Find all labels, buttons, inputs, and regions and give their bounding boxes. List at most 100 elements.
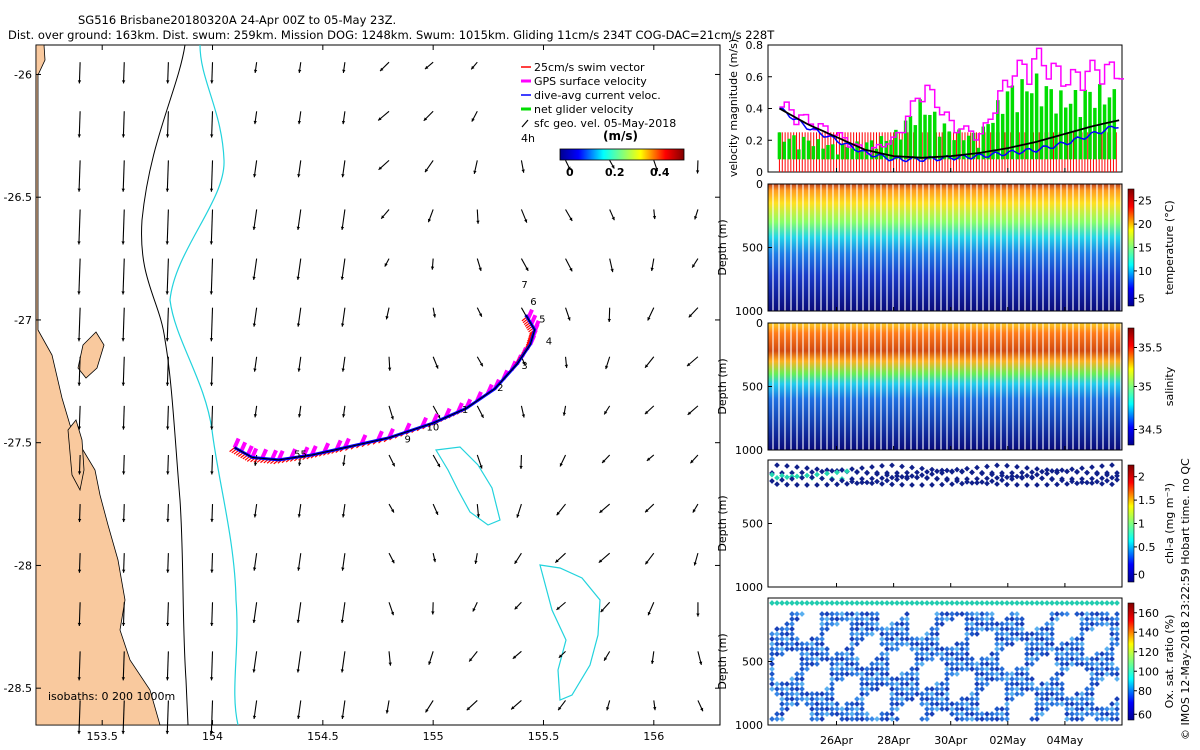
oxygen-point: [1109, 631, 1115, 637]
chla-point: [889, 474, 895, 481]
oxygen-point: [859, 676, 865, 682]
chla-point: [1044, 470, 1050, 477]
oxygen-point: [799, 676, 805, 682]
geo-arrow-head: [471, 118, 475, 122]
geo-arrow-head: [122, 569, 126, 573]
oxygen-point: [864, 666, 870, 672]
geostrophic-arrow-field: [77, 61, 704, 735]
oxygen-point: [1019, 636, 1025, 642]
oxygen-point: [834, 666, 840, 672]
oxygen-point: [949, 616, 955, 622]
geo-arrow-head: [478, 313, 482, 317]
geo-arrow-head: [598, 559, 603, 563]
geo-arrow: [297, 651, 302, 673]
oxygen-point: [1014, 686, 1020, 692]
oxygen-point: [789, 641, 795, 647]
oxygen-point: [869, 666, 875, 672]
chla-point: [1084, 479, 1090, 486]
oxygen-point: [944, 646, 950, 652]
oxygen-point: [814, 696, 820, 702]
geo-arrow-head: [165, 188, 170, 192]
oxygen-point: [834, 661, 840, 667]
colorbar-tick-label: 35: [1138, 381, 1152, 394]
oxygen-point: [769, 716, 775, 722]
oxygen-point: [994, 671, 1000, 677]
track-label: 7: [521, 280, 527, 291]
oxygen-point: [934, 681, 940, 687]
oxygen-point: [819, 611, 825, 617]
geo-arrow-head: [210, 518, 214, 523]
geo-arrow-head: [564, 364, 569, 368]
oxygen-point: [1054, 681, 1060, 687]
oxygen-point: [1024, 681, 1030, 687]
oxygen-point: [1054, 686, 1060, 692]
oxygen-point: [949, 646, 955, 652]
oxygen-point: [1039, 696, 1045, 702]
depth-axis-label: Depth (m): [716, 633, 729, 689]
oxygen-point: [899, 631, 905, 637]
oxygen-point: [949, 600, 955, 606]
geo-arrow-head: [604, 410, 608, 415]
oxygen-point: [909, 676, 915, 682]
geo-arrow-head: [209, 291, 214, 295]
oxygen-point: [899, 701, 905, 707]
oxygen-point: [844, 706, 850, 712]
oxygen-point: [904, 626, 910, 632]
chla-point: [1114, 476, 1120, 483]
oxygen-point: [794, 671, 800, 677]
oxygen-point: [979, 626, 985, 632]
oxygen-point: [1059, 666, 1065, 672]
oxygen-point: [1069, 636, 1075, 642]
oxygen-point: [964, 636, 970, 642]
oxygen-point: [1044, 621, 1050, 627]
chla-point: [974, 475, 980, 482]
oxygen-point: [999, 631, 1005, 637]
oxygen-point: [819, 626, 825, 632]
geo-arrow-head: [340, 619, 345, 623]
oxygen-point: [779, 696, 785, 702]
chla-point: [1099, 475, 1105, 482]
geo-arrow-head: [645, 560, 649, 565]
oxygen-point: [999, 626, 1005, 632]
oxygen-point: [924, 636, 930, 642]
oxygen-point: [984, 681, 990, 687]
geo-arrow-head: [297, 173, 301, 178]
chla-point: [819, 475, 825, 482]
oxygen-point: [964, 716, 970, 722]
chla-point: [1009, 476, 1015, 482]
oxygen-point: [1014, 681, 1020, 687]
oxygen-point: [904, 671, 910, 677]
oxygen-point: [899, 600, 905, 606]
colorbar-tick-label: 1: [1138, 518, 1145, 531]
oxygen-point: [1094, 621, 1100, 627]
geo-arrow-head: [700, 707, 704, 712]
oxygen-point: [1029, 716, 1035, 722]
geo-arrow-head: [77, 188, 81, 192]
geo-arrow-head: [692, 509, 696, 513]
oxygen-point: [934, 651, 940, 657]
oxygen-point: [929, 636, 935, 642]
geo-arrow-head: [385, 316, 389, 320]
lon-tick-label: 153.5: [86, 730, 118, 743]
oxygen-point: [969, 611, 975, 617]
gps-velocity: [250, 447, 259, 459]
oxygen-point: [984, 661, 990, 667]
oxygen-point: [979, 671, 985, 677]
geo-arrow-head: [602, 459, 606, 463]
oxygen-point: [1059, 681, 1065, 687]
oxygen-point: [1009, 696, 1015, 702]
geo-arrow: [122, 209, 125, 245]
oxygen-point: [904, 600, 910, 606]
oxygen-point: [1059, 641, 1065, 647]
oxygen-point: [994, 676, 1000, 682]
geo-arrow: [210, 160, 214, 192]
chla-point: [859, 479, 865, 486]
oxygen-point: [874, 656, 880, 662]
oxygen-point: [844, 656, 850, 662]
geo-arrow: [341, 602, 346, 624]
oxygen-point: [1034, 701, 1040, 707]
oxygen-point: [924, 631, 930, 637]
gps-velocity: [270, 449, 278, 461]
oxygen-point: [989, 676, 995, 682]
